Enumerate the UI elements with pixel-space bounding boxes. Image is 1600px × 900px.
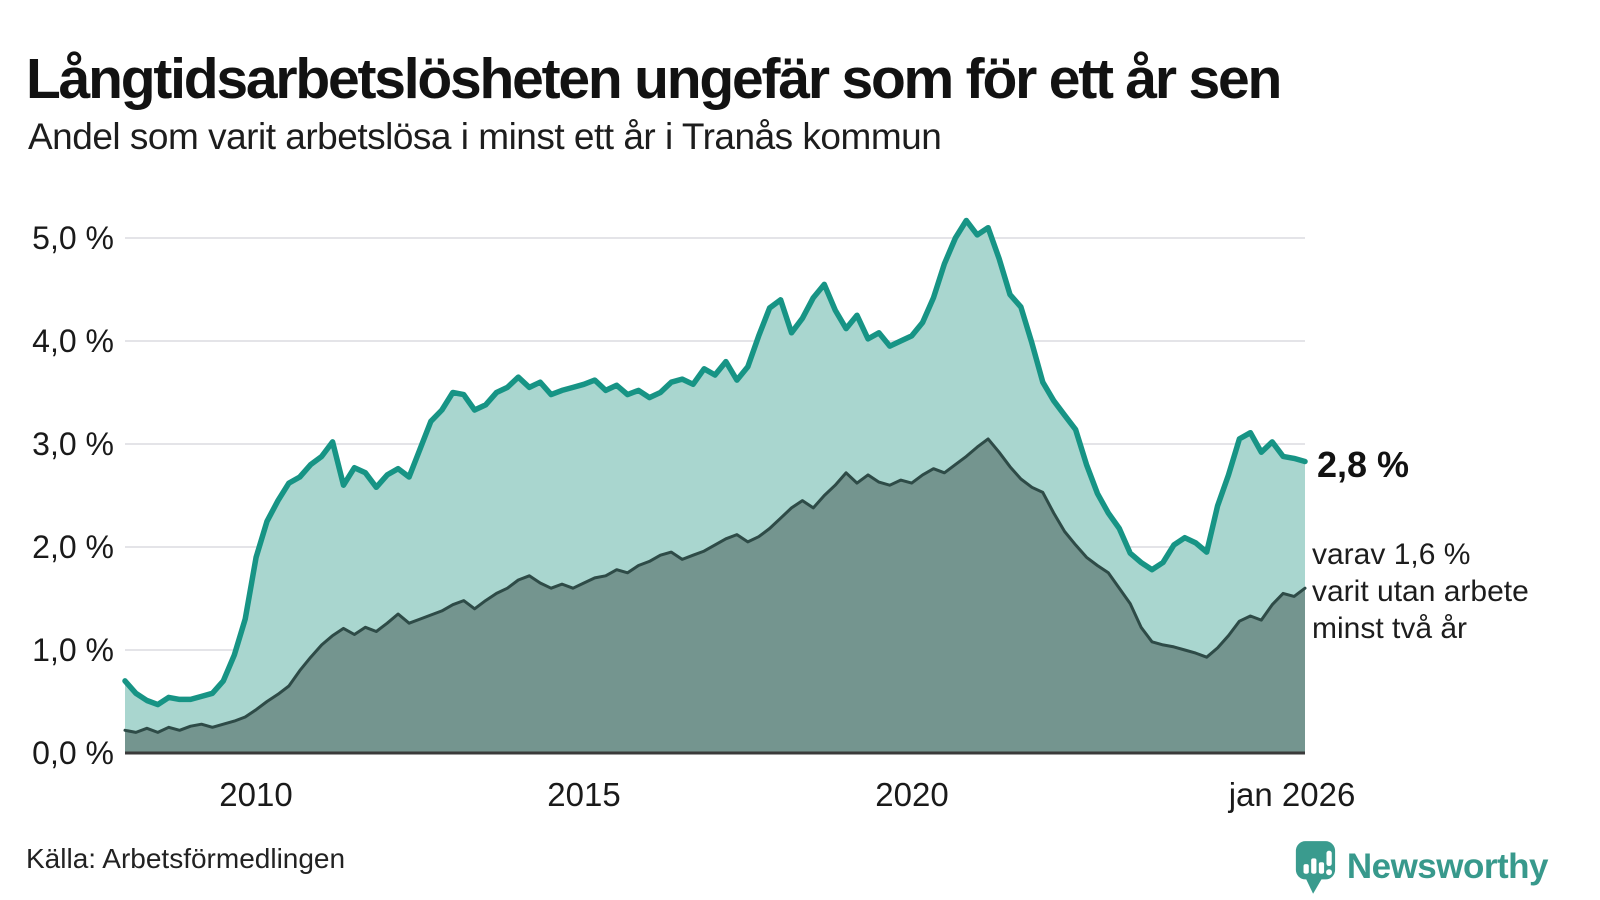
y-tick-label: 2,0 %	[32, 529, 114, 565]
area-unemployed-two-years	[125, 438, 1305, 753]
y-tick-label: 0,0 %	[32, 735, 114, 771]
secondary-annotation: varav 1,6 % varit utan arbete minst två …	[1312, 536, 1529, 647]
secondary-annotation-line: minst två år	[1312, 612, 1468, 645]
x-tick-label: jan 2026	[1228, 776, 1356, 813]
y-tick-label: 1,0 %	[32, 632, 114, 668]
y-tick-label: 4,0 %	[32, 323, 114, 359]
secondary-annotation-line: varav 1,6 %	[1312, 538, 1471, 571]
brand-footer: Newsworthy	[1293, 838, 1549, 896]
secondary-annotation-line: varit utan arbete	[1312, 575, 1529, 608]
source-note: Källa: Arbetsförmedlingen	[26, 843, 346, 874]
x-axis-labels: 2010 2015 2020 jan 2026	[219, 776, 1355, 813]
page-title: Långtidsarbetslösheten ungefär som för e…	[26, 47, 1282, 112]
line-unemployed-one-year	[122, 217, 1308, 708]
x-tick-label: 2010	[219, 776, 292, 813]
y-tick-label: 3,0 %	[32, 426, 114, 462]
line-unemployed-two-years	[123, 437, 1307, 734]
page-subtitle: Andel som varit arbetslösa i minst ett å…	[28, 116, 942, 157]
x-tick-label: 2015	[547, 776, 620, 813]
latest-value-annotation: 2,8 %	[1317, 444, 1410, 485]
newsworthy-logo-text: Newsworthy	[1346, 847, 1549, 886]
series-layer	[122, 217, 1308, 753]
y-axis-labels: 5,0 % 4,0 % 3,0 % 2,0 % 1,0 % 0,0 %	[32, 220, 114, 771]
newsworthy-logo-icon	[1295, 841, 1335, 894]
y-tick-label: 5,0 %	[32, 220, 114, 256]
x-tick-label: 2020	[875, 776, 948, 813]
